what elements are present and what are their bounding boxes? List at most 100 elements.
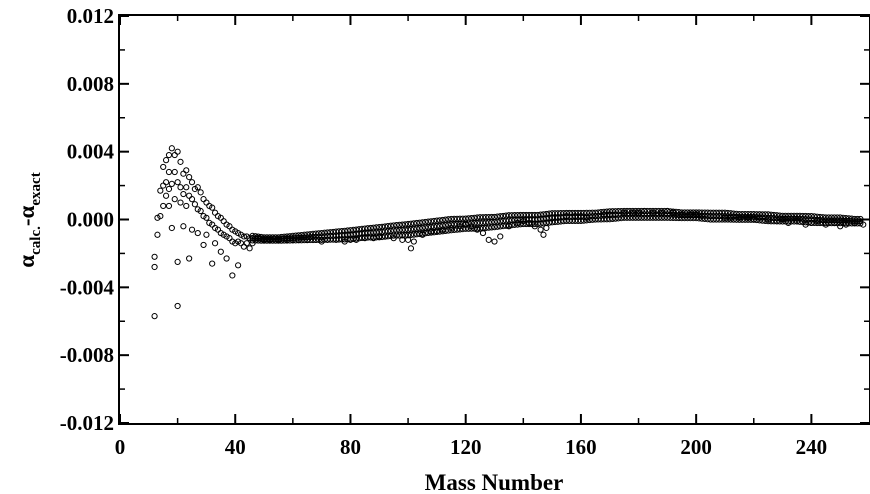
data-point bbox=[621, 209, 628, 216]
data-points bbox=[151, 145, 867, 320]
data-point bbox=[350, 235, 357, 243]
data-point bbox=[857, 215, 864, 223]
data-point bbox=[517, 211, 524, 219]
y-axis: -0.012 -0.008 -0.004 0.000 0.004 0.008 0.012 bbox=[60, 4, 869, 435]
data-point bbox=[549, 219, 556, 226]
data-point bbox=[736, 214, 743, 221]
data-point bbox=[531, 220, 538, 228]
data-point bbox=[520, 220, 527, 228]
data-point bbox=[554, 218, 561, 225]
data-point bbox=[335, 236, 343, 243]
data-point bbox=[318, 238, 325, 245]
data-point bbox=[433, 228, 440, 235]
data-point bbox=[566, 213, 573, 221]
data-point bbox=[822, 221, 829, 228]
data-point bbox=[347, 236, 354, 243]
data-point bbox=[831, 219, 838, 226]
data-point bbox=[612, 215, 619, 222]
data-point bbox=[399, 221, 406, 228]
data-point bbox=[445, 216, 452, 223]
data-point bbox=[295, 236, 302, 243]
data-point bbox=[255, 235, 262, 242]
data-point bbox=[546, 215, 553, 222]
data-point bbox=[367, 224, 374, 232]
data-point bbox=[171, 196, 178, 203]
data-point bbox=[211, 209, 219, 216]
data-point bbox=[494, 213, 501, 220]
data-point bbox=[332, 228, 340, 235]
data-point bbox=[687, 211, 694, 218]
data-point bbox=[577, 209, 585, 217]
data-point bbox=[615, 215, 622, 222]
data-point bbox=[358, 230, 366, 237]
data-point bbox=[283, 236, 291, 243]
data-point bbox=[186, 192, 193, 199]
x-tick-label: 120 bbox=[450, 435, 482, 459]
data-point bbox=[364, 225, 371, 232]
data-point bbox=[551, 218, 559, 226]
data-point bbox=[540, 231, 547, 238]
data-point bbox=[453, 215, 461, 222]
data-point bbox=[658, 209, 665, 216]
y-tick-label: 0.008 bbox=[67, 72, 114, 96]
x-tick-label: 80 bbox=[340, 435, 361, 459]
data-point bbox=[416, 219, 423, 226]
data-point bbox=[160, 163, 167, 171]
data-point bbox=[448, 224, 455, 232]
data-point bbox=[497, 233, 504, 240]
data-point bbox=[520, 216, 527, 223]
data-point bbox=[543, 210, 550, 218]
data-point bbox=[246, 235, 253, 242]
data-point bbox=[583, 217, 590, 224]
data-point bbox=[551, 214, 559, 221]
data-point bbox=[344, 231, 351, 239]
data-point bbox=[860, 221, 867, 228]
data-point bbox=[353, 226, 360, 233]
data-point bbox=[203, 214, 210, 221]
data-point bbox=[462, 221, 469, 228]
data-point bbox=[240, 243, 247, 250]
data-point bbox=[765, 216, 772, 223]
data-point bbox=[600, 211, 608, 218]
data-point bbox=[194, 229, 201, 237]
data-point bbox=[376, 233, 383, 240]
data-point bbox=[260, 236, 268, 243]
data-point bbox=[491, 238, 498, 245]
data-point bbox=[335, 228, 343, 235]
y-axis-sub-calc: calc. bbox=[28, 226, 44, 255]
data-point bbox=[433, 217, 440, 224]
data-point bbox=[341, 232, 348, 239]
data-point bbox=[491, 213, 498, 221]
data-point bbox=[341, 236, 348, 243]
data-point bbox=[802, 221, 809, 228]
data-point bbox=[603, 212, 610, 219]
data-point bbox=[344, 227, 351, 234]
data-point bbox=[410, 220, 417, 227]
y-tick-label: 0.004 bbox=[67, 140, 115, 164]
data-point bbox=[543, 215, 550, 222]
data-point bbox=[200, 241, 207, 249]
y-tick-label: -0.008 bbox=[60, 343, 114, 367]
data-point bbox=[537, 226, 544, 233]
data-point bbox=[837, 223, 844, 230]
data-point bbox=[341, 238, 348, 245]
data-point bbox=[384, 223, 392, 230]
x-tick-label: 240 bbox=[796, 435, 828, 459]
data-point bbox=[174, 302, 181, 310]
data-point bbox=[404, 220, 412, 228]
data-point bbox=[534, 211, 541, 219]
data-point bbox=[528, 211, 536, 219]
data-point bbox=[356, 230, 363, 237]
data-point bbox=[727, 214, 734, 221]
data-point bbox=[168, 224, 175, 232]
data-point bbox=[574, 217, 582, 225]
data-point bbox=[606, 211, 613, 218]
data-point bbox=[546, 219, 553, 226]
data-point bbox=[508, 212, 515, 219]
data-point bbox=[448, 215, 455, 223]
data-point bbox=[563, 209, 570, 217]
data-point bbox=[574, 213, 582, 221]
data-point bbox=[353, 236, 360, 243]
data-point bbox=[151, 253, 158, 260]
